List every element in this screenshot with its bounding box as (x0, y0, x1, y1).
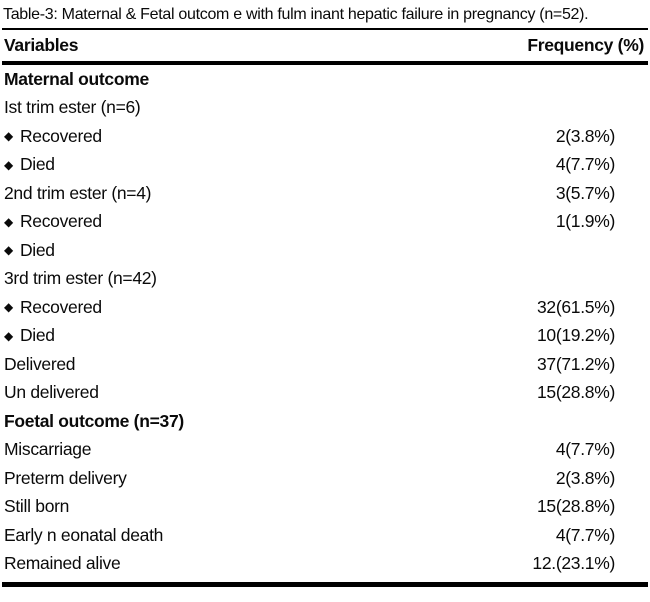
row-label-text: Ist trim ester (n=6) (4, 97, 141, 118)
diamond-bullet-icon: ◆ (4, 300, 13, 315)
row-frequency-value: 37(71.2%) (536, 353, 615, 374)
row-label: Un delivered (0, 382, 99, 403)
row-label: Remained alive (0, 553, 121, 574)
table-row: ◆ Died 10(19.2%) (0, 322, 650, 351)
table-row: 3rd trim ester (n=42) (0, 265, 650, 294)
table-row: Maternal outcome (0, 65, 650, 94)
table-row: 2nd trim ester (n=4) 3(5.7%) (0, 179, 650, 208)
row-frequency-value: 3(5.7%) (555, 182, 615, 203)
row-label: ◆ Died (0, 154, 55, 175)
diamond-bullet-icon: ◆ (4, 214, 13, 229)
row-label-text: Preterm delivery (4, 467, 127, 488)
table-row: Still born 15(28.8%) (0, 493, 650, 522)
table-row: Foetal outcome (n=37) (0, 407, 650, 436)
row-label: ◆ Recovered (0, 126, 102, 147)
table-row: Remained alive 12.(23.1%) (0, 550, 650, 579)
table-row: Delivered 37(71.2%) (0, 350, 650, 379)
header-rule (2, 61, 648, 65)
diamond-bullet-icon: ◆ (4, 157, 13, 172)
table-caption: Table-3: Maternal & Fetal outcom e with … (3, 6, 589, 23)
section-header-label: Maternal outcome (0, 69, 149, 90)
row-frequency-value: 12.(23.1%) (532, 553, 615, 574)
row-frequency-value: 4(7.7%) (555, 524, 615, 545)
row-label-text: Maternal outcome (4, 68, 149, 89)
diamond-bullet-icon: ◆ (4, 129, 13, 144)
table-body: Maternal outcome Ist trim ester (n=6) ◆ Rec… (0, 65, 650, 578)
column-header-variables: Variables (4, 35, 79, 55)
row-label-text: Still born (4, 496, 70, 517)
row-label-text: Foetal outcome (n=37) (4, 410, 184, 431)
row-label: ◆ Recovered (0, 211, 102, 232)
column-header-frequency: Frequency (%) (527, 35, 644, 55)
row-label-text: Un delivered (4, 382, 99, 403)
row-label-text: Recovered (19, 296, 102, 317)
table-row: ◆ Recovered 32(61.5%) (0, 293, 650, 322)
row-label-text: Remained alive (4, 553, 121, 574)
diamond-bullet-icon: ◆ (4, 328, 13, 343)
table-row: Early n eonatal death 4(7.7%) (0, 521, 650, 550)
row-frequency-value: 10(19.2%) (536, 325, 615, 346)
diamond-bullet-icon: ◆ (4, 243, 13, 258)
row-label-text: 2nd trim ester (n=4) (4, 182, 152, 203)
row-frequency-value: 4(7.7%) (555, 154, 615, 175)
row-label: ◆ Died (0, 325, 55, 346)
row-label-text: Miscarriage (4, 439, 92, 460)
row-label: Preterm delivery (0, 468, 127, 489)
bottom-rule (2, 582, 648, 587)
row-label: Still born (0, 496, 69, 517)
row-label: 2nd trim ester (n=4) (0, 183, 151, 204)
row-label: Early n eonatal death (0, 525, 163, 546)
row-label: 3rd trim ester (n=42) (0, 268, 157, 289)
table-row: ◆ Recovered 1(1.9%) (0, 208, 650, 237)
table-row: Un delivered 15(28.8%) (0, 379, 650, 408)
table-header-row: Variables Frequency (%) (0, 30, 650, 61)
row-label: Delivered (0, 353, 76, 375)
row-frequency-value: 32(61.5%) (536, 296, 615, 317)
row-label: ◆ Died (0, 240, 55, 261)
row-label-text: Delivered (4, 353, 76, 374)
table-row: Preterm delivery 2(3.8%) (0, 464, 650, 493)
table-row: Ist trim ester (n=6) (0, 94, 650, 123)
row-frequency-value: 15(28.8%) (536, 496, 615, 517)
row-label: ◆ Recovered (0, 297, 102, 318)
row-label-text: Died (19, 325, 55, 346)
row-label-text: 3rd trim ester (n=42) (4, 268, 157, 289)
row-label-text: Died (19, 154, 55, 175)
table-row: ◆ Died (0, 236, 650, 265)
row-frequency-value: 2(3.8%) (555, 467, 615, 488)
table-row: ◆ Recovered 2(3.8%) (0, 122, 650, 151)
row-frequency-value: 4(7.7%) (555, 439, 615, 460)
row-label-text: Early n eonatal death (4, 524, 164, 545)
table-row: ◆ Died 4(7.7%) (0, 151, 650, 180)
table-row: Miscarriage 4(7.7%) (0, 436, 650, 465)
row-label-text: Recovered (19, 125, 102, 146)
row-frequency-value: 1(1.9%) (555, 211, 615, 232)
row-label: Miscarriage (0, 439, 91, 460)
row-frequency-value: 15(28.8%) (536, 382, 615, 403)
row-label: Ist trim ester (n=6) (0, 97, 141, 118)
section-header-label: Foetal outcome (n=37) (0, 411, 184, 432)
caption-rule (2, 28, 648, 30)
row-label-text: Recovered (19, 211, 102, 232)
row-frequency-value: 2(3.8%) (555, 125, 615, 146)
row-label-text: Died (19, 239, 55, 260)
